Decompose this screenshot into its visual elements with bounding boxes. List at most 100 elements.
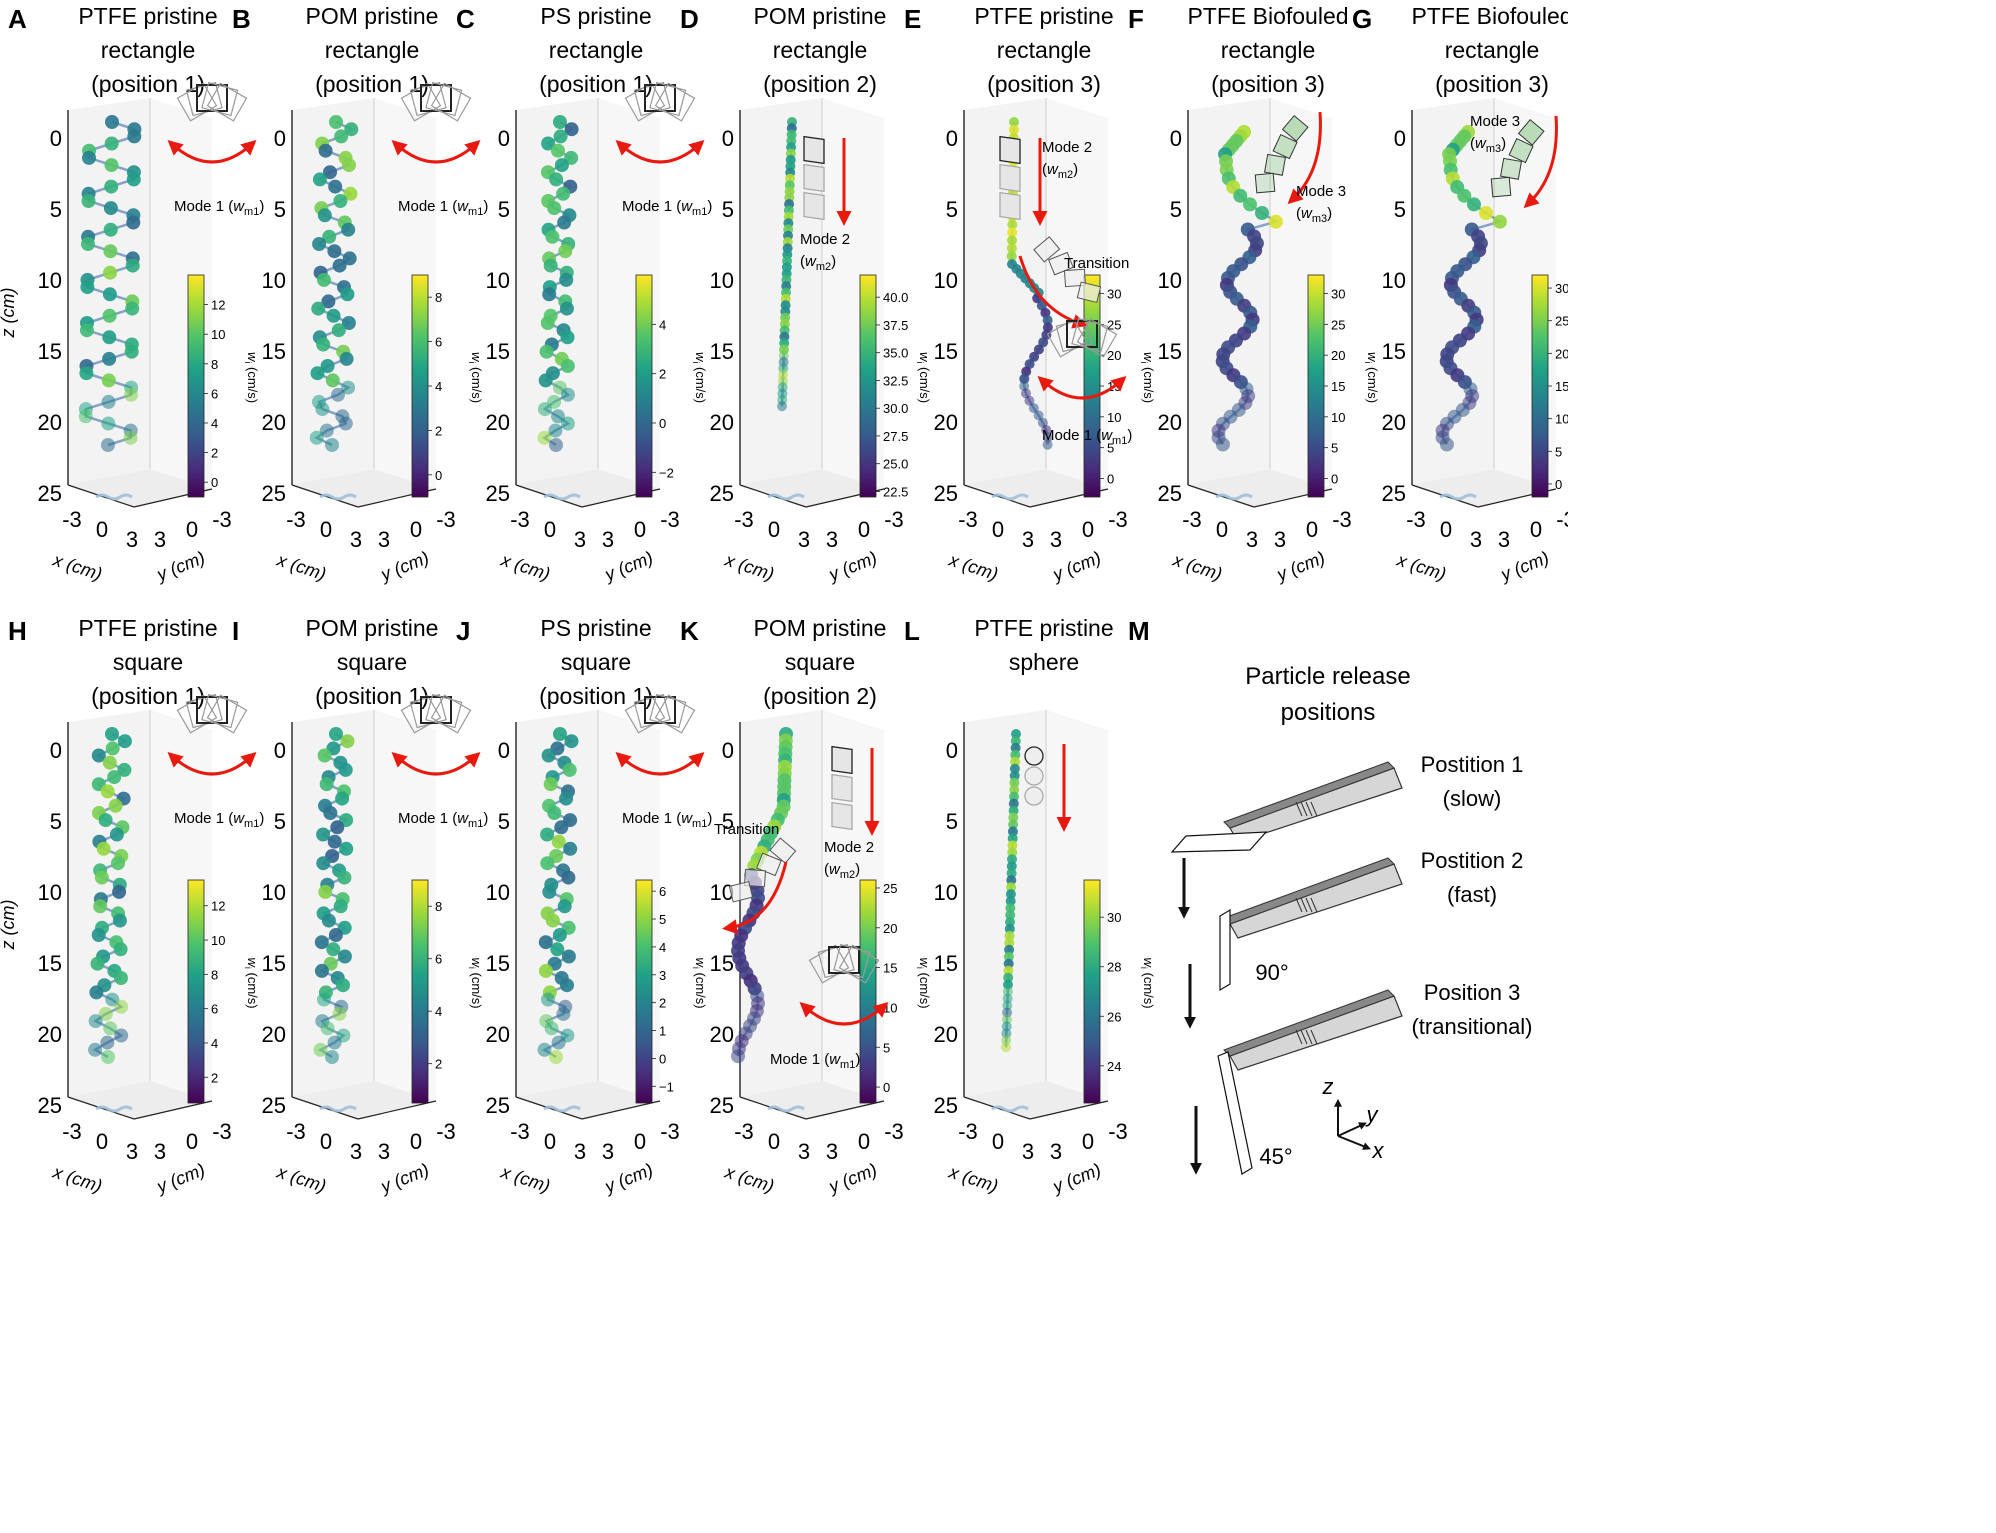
colorbar — [187, 879, 205, 1104]
trajectory-point — [538, 935, 553, 950]
trajectory-point — [1011, 729, 1021, 739]
floor-projection — [543, 1105, 581, 1113]
panel-label: H — [8, 616, 27, 646]
trajectory — [777, 117, 797, 412]
annotations: Mode 1 (wm1) — [615, 81, 712, 218]
colorbar-subscript: i — [1363, 361, 1373, 363]
y-tick-label: 3 — [1050, 1139, 1062, 1164]
plate-outline — [831, 801, 853, 831]
panel-title-line: (position 2) — [763, 683, 877, 709]
trajectory-point — [543, 258, 558, 273]
trajectory-point — [127, 129, 142, 144]
z-tick-label: 10 — [1158, 268, 1182, 293]
trajectory-point — [93, 899, 108, 914]
colorbar-tick-label: 12 — [211, 298, 225, 313]
panel-title-line: PTFE pristine — [974, 615, 1113, 641]
z-tick-label: 25 — [1158, 481, 1182, 506]
colorbar-subscript: i — [1139, 361, 1149, 363]
colorbar-tick-label: −2 — [659, 465, 674, 480]
x-axis-title: x (cm) — [1170, 549, 1225, 584]
trajectory — [313, 727, 355, 1064]
x-tick-label: -3 — [510, 1119, 530, 1144]
floor-pane — [740, 1081, 884, 1119]
z-tick-label: 5 — [274, 809, 286, 834]
trajectory — [537, 115, 579, 452]
trajectory-point — [560, 330, 575, 345]
trajectory-point — [319, 777, 334, 792]
y-tick-label: -3 — [1556, 507, 1568, 532]
annotation-subscript: m3 — [1486, 143, 1501, 155]
floor-projection — [543, 493, 581, 501]
annotation-symbol: w — [457, 198, 469, 215]
trajectory-point — [98, 813, 113, 828]
x-axis-title: x (cm) — [274, 549, 329, 584]
transition-plates-icon — [728, 837, 797, 903]
x-tick-label: 3 — [1246, 527, 1258, 552]
floor-projection — [991, 1105, 1029, 1113]
colorbar-symbol: w — [245, 958, 260, 969]
z-tick-label: 20 — [934, 410, 958, 435]
y-tick-label: -3 — [436, 507, 456, 532]
panel-title-line: (position 2) — [763, 71, 877, 97]
trajectory-point — [1007, 840, 1018, 851]
trajectory-point — [557, 215, 572, 230]
colorbar-tick-label: 10 — [1107, 410, 1121, 425]
trajectory-point — [1492, 214, 1507, 229]
colorbar-tick-label: 25 — [1555, 314, 1568, 329]
y-tick-label: 0 — [1082, 1129, 1094, 1154]
z-tick-label: 0 — [946, 126, 958, 151]
x-tick-label: -3 — [1182, 507, 1202, 532]
trajectory-point — [1479, 206, 1493, 220]
trajectory-point — [335, 791, 350, 806]
annotations: Mode 1 (wm1) — [167, 693, 264, 830]
z-tick-label: 25 — [486, 1093, 510, 1118]
colorbar-subscript: i — [243, 361, 253, 363]
trajectory-point — [334, 129, 349, 144]
x-tick-label: 0 — [96, 517, 108, 542]
trajectory-point — [98, 1006, 113, 1021]
x-tick-label: -3 — [734, 1119, 754, 1144]
colorbar-tick-label: 2 — [659, 367, 666, 382]
trajectory-point — [1002, 1000, 1013, 1011]
plate-outline — [430, 82, 472, 122]
z-tick-label: 15 — [486, 951, 510, 976]
colorbar-unit: (cm/s) — [1141, 363, 1156, 403]
trajectory-point — [1002, 986, 1013, 997]
colorbar-unit: (cm/s) — [469, 969, 484, 1009]
colorbar — [1307, 274, 1325, 498]
figure: A PTFE pristine rectangle (position 1) 0 5 10 1… — [0, 3, 1568, 1197]
colorbar-tick-label: 30 — [1107, 910, 1121, 925]
trajectory-point — [317, 272, 331, 287]
trajectory-point — [1010, 742, 1021, 753]
x-tick-label: 0 — [768, 1129, 780, 1154]
x-tick-label: 0 — [768, 517, 780, 542]
annotation-0: Mode 1 (wm1) — [622, 810, 712, 830]
x-tick-label: -3 — [286, 507, 306, 532]
y-axis-line — [133, 1100, 213, 1120]
colorbar — [1083, 274, 1101, 498]
trajectory-point — [1243, 197, 1257, 212]
paren: ) — [1501, 135, 1506, 152]
panel-label: J — [456, 616, 470, 646]
plate-outline — [206, 694, 248, 734]
colorbar-tick-label: 6 — [211, 1002, 218, 1017]
y-axis-title: y (cm) — [824, 1159, 880, 1197]
z-tick-label: 15 — [934, 951, 958, 976]
panel-m-heading: positions — [1281, 699, 1376, 726]
z-tick-label: 25 — [262, 1093, 286, 1118]
floor-pane — [740, 469, 884, 507]
plate-outline — [743, 868, 767, 888]
panel-title-line: square — [561, 649, 631, 675]
annotation-text: Mode 1 ( — [174, 198, 233, 215]
y-tick-label: -3 — [1332, 507, 1352, 532]
trajectory-point — [313, 1042, 328, 1057]
trajectory-point — [551, 143, 565, 158]
trajectory-point — [556, 1006, 571, 1021]
trajectory-point — [547, 806, 562, 820]
annotation-text: Mode 1 ( — [770, 1051, 829, 1068]
panel-title-line: (position 1) — [91, 71, 205, 97]
trajectory-point — [112, 884, 127, 899]
trajectory-point — [314, 963, 329, 978]
